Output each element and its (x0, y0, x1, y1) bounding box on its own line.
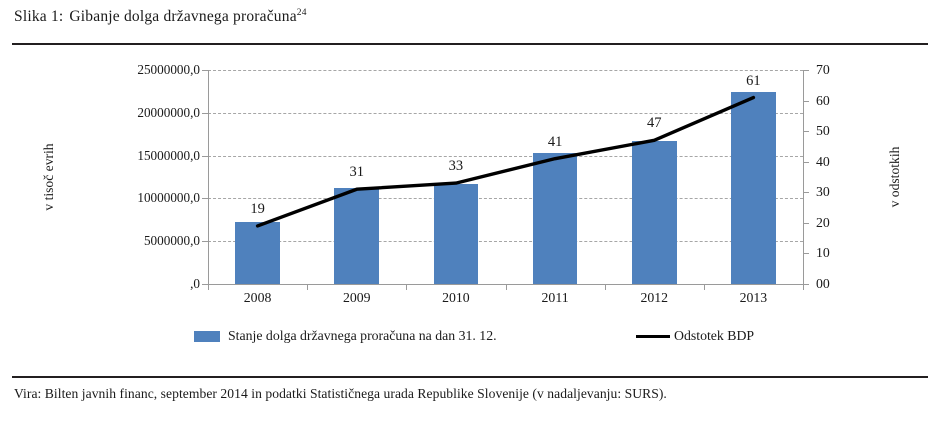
axis-tick-right (803, 284, 809, 285)
chart-legend: Stanje dolga državnega proračuna na dan … (8, 328, 932, 354)
y-axis-left-tick-label: 20000000,0 (137, 104, 200, 120)
axis-tick-bottom (406, 284, 408, 290)
y-axis-right-tick-label: 30 (816, 184, 830, 200)
bar-2010 (433, 184, 479, 284)
y-axis-left-tick-label: ,0 (190, 276, 200, 291)
axis-tick-right (803, 131, 809, 133)
axis-tick-right (803, 70, 809, 71)
y-axis-right-tick-labels: 70 60 50 40 30 20 10 00 (816, 62, 856, 291)
data-label-2008: 19 (250, 200, 265, 217)
legend-item-bars: Stanje dolga državnega proračuna na dan … (194, 328, 497, 344)
axis-tick-left (202, 241, 208, 243)
axis-tick-bottom (703, 284, 705, 290)
y-axis-right-tick-label: 40 (816, 153, 830, 169)
plot-background (208, 70, 803, 284)
y-axis-left-tick-label: 10000000,0 (137, 190, 200, 206)
x-axis-tick-label-2013: 2013 (739, 290, 768, 305)
axis-tick-bottom (307, 284, 309, 290)
axis-tick-bottom (505, 284, 507, 290)
bar-2011 (532, 152, 578, 284)
legend-bar-swatch-icon (194, 330, 220, 342)
gridline (208, 241, 803, 243)
x-axis-tick-label-2009: 2009 (342, 290, 371, 305)
x-axis-tick-label-2008: 2008 (243, 290, 272, 305)
bar-2008 (235, 222, 280, 284)
x-axis-tick-label-2012: 2012 (640, 290, 669, 305)
bar-2012 (631, 140, 677, 284)
axis-tick-right (803, 161, 809, 163)
data-label-2012: 47 (647, 115, 662, 132)
bar-2013 (731, 92, 776, 284)
axis-tick-right (803, 253, 809, 255)
caption-footnote-marker: 24 (296, 8, 307, 18)
x-axis-tick-labels: 2008 2009 2010 2011 2012 2013 (208, 290, 803, 312)
y-axis-title-left: v tisoč evrih (41, 143, 56, 211)
bar-2009 (334, 187, 380, 284)
source-note: Vira: Bilten javnih financ, september 20… (14, 386, 667, 401)
axis-left (208, 70, 209, 284)
axis-tick-left (202, 198, 208, 200)
axis-tick-left (202, 155, 208, 157)
x-axis-tick-label-2011: 2011 (541, 290, 569, 305)
axis-tick-bottom (208, 284, 209, 290)
legend-line-label: Odstotek BDP (674, 328, 755, 343)
y-axis-left-tick-label: 5000000,0 (143, 233, 200, 249)
rule-top (12, 43, 928, 45)
gridline (208, 70, 803, 71)
y-axis-right-tick-label: 20 (816, 214, 830, 230)
y-axis-right-tick-label: 10 (816, 245, 830, 261)
caption-label: Slika 1: (14, 8, 64, 26)
x-axis-tick-label-2010: 2010 (442, 290, 470, 305)
legend-bars-label: Stanje dolga državnega proračuna na dan … (228, 328, 497, 343)
axis-tick-left (202, 70, 208, 71)
data-label-2009: 31 (349, 164, 365, 181)
y-axis-right-tick-label: 70 (816, 62, 830, 77)
rule-bottom (12, 376, 928, 378)
y-axis-left-tick-label: 25000000,0 (137, 62, 200, 77)
axis-right (803, 70, 804, 284)
axis-tick-left (202, 284, 208, 285)
y-axis-right-tick-label: 50 (816, 123, 830, 139)
axis-tick-right (803, 222, 809, 224)
y-axis-right-tick-label: 60 (816, 92, 830, 108)
gridline (208, 155, 803, 157)
plot-area: 19 31 33 41 47 61 (202, 70, 809, 290)
axis-tick-left (202, 112, 208, 114)
axis-tick-right (803, 192, 809, 194)
axis-tick-right (803, 100, 809, 102)
figure-caption: Slika 1: Gibanje dolga državnega proračun… (14, 8, 307, 26)
axis-tick-bottom (604, 284, 606, 290)
legend-line-swatch-icon (636, 334, 670, 338)
legend-item-line: Odstotek BDP (636, 328, 754, 344)
y-axis-title-right: v odstotkih (887, 146, 902, 208)
gridline (208, 112, 803, 114)
chart-figure: v tisoč evrih v odstotkih 25000000,0 2000… (8, 50, 932, 370)
gridline (208, 198, 803, 200)
data-label-2013: 61 (746, 72, 761, 89)
y-axis-right-tick-label: 00 (816, 276, 830, 291)
axis-tick-bottom (803, 284, 804, 290)
y-axis-left-tick-labels: 25000000,0 20000000,0 15000000,0 10000000,0… (68, 62, 200, 291)
line-series (255, 95, 756, 228)
caption-title: Gibanje dolga državnega proračuna (69, 8, 297, 26)
data-label-2010: 33 (448, 158, 464, 175)
y-axis-left-tick-label: 15000000,0 (137, 147, 200, 163)
data-label-2011: 41 (547, 133, 563, 150)
